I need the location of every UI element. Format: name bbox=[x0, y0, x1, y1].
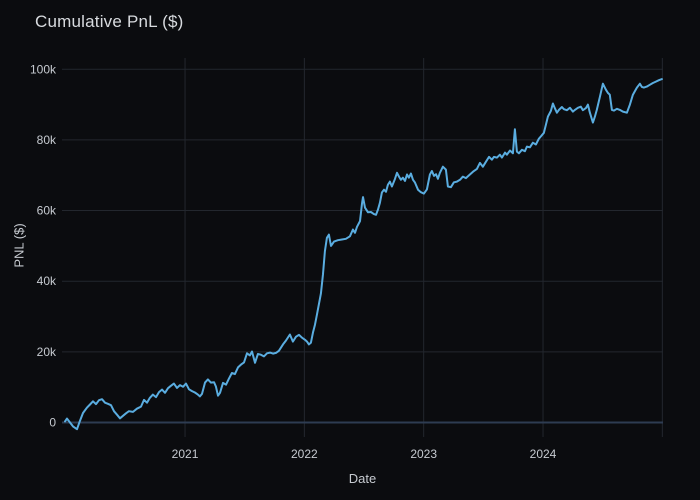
y-tick-label: 60k bbox=[37, 204, 57, 218]
x-tick-label: 2022 bbox=[291, 447, 318, 461]
x-tick-label: 2023 bbox=[410, 447, 437, 461]
y-tick-label: 80k bbox=[37, 133, 57, 147]
y-tick-label: 100k bbox=[30, 62, 57, 76]
y-tick-label: 20k bbox=[37, 345, 57, 359]
x-tick-label: 2024 bbox=[530, 447, 557, 461]
y-tick-label: 40k bbox=[37, 274, 57, 288]
x-axis-title: Date bbox=[348, 471, 377, 486]
y-axis-title: PNL ($) bbox=[11, 223, 27, 268]
y-tick-label: 0 bbox=[49, 416, 56, 430]
chart-title: Cumulative PnL ($) bbox=[35, 12, 184, 31]
x-tick-label: 2021 bbox=[172, 447, 199, 461]
pnl-line[interactable] bbox=[64, 78, 663, 431]
